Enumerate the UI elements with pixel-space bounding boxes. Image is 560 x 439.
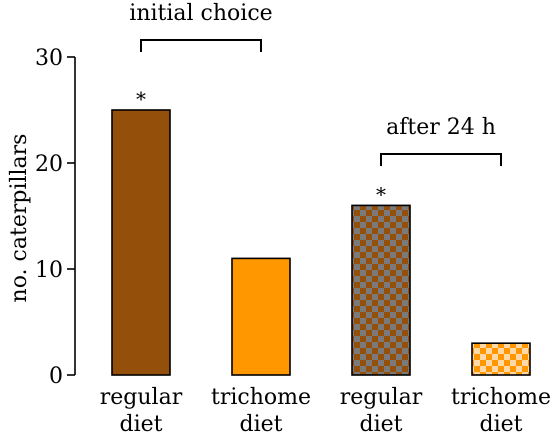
category-label: diet bbox=[120, 412, 163, 437]
annotation-label: after 24 h bbox=[386, 115, 496, 140]
category-label: regular bbox=[340, 385, 423, 410]
significance-asterisk: * bbox=[376, 182, 386, 206]
annotation-bracket bbox=[140, 39, 262, 52]
annotation-label: initial choice bbox=[129, 1, 272, 26]
significance-asterisk: * bbox=[136, 87, 146, 111]
category-label: diet bbox=[360, 412, 403, 437]
y-tick-label: 10 bbox=[35, 258, 63, 283]
category-labels: regulardiettrichomedietregulardiettricho… bbox=[100, 385, 551, 437]
annotations: initial choice after 24 h bbox=[129, 1, 502, 166]
bar-2 bbox=[351, 204, 411, 376]
bar-3 bbox=[471, 342, 531, 376]
category-label: diet bbox=[480, 412, 523, 437]
bars-group: ** bbox=[111, 87, 531, 376]
y-axis-label: no. caterpillars bbox=[7, 134, 32, 303]
y-tick-label: 20 bbox=[35, 152, 63, 177]
category-label: trichome bbox=[451, 385, 551, 410]
y-tick-label: 0 bbox=[49, 364, 63, 389]
bar-1 bbox=[231, 257, 291, 376]
y-tick-label: 30 bbox=[35, 46, 63, 71]
category-label: trichome bbox=[211, 385, 311, 410]
axes: 0 10 20 30 bbox=[35, 46, 76, 389]
category-label: regular bbox=[100, 385, 183, 410]
category-label: diet bbox=[240, 412, 283, 437]
annotation-bracket bbox=[380, 153, 502, 166]
bar-0 bbox=[111, 109, 171, 376]
